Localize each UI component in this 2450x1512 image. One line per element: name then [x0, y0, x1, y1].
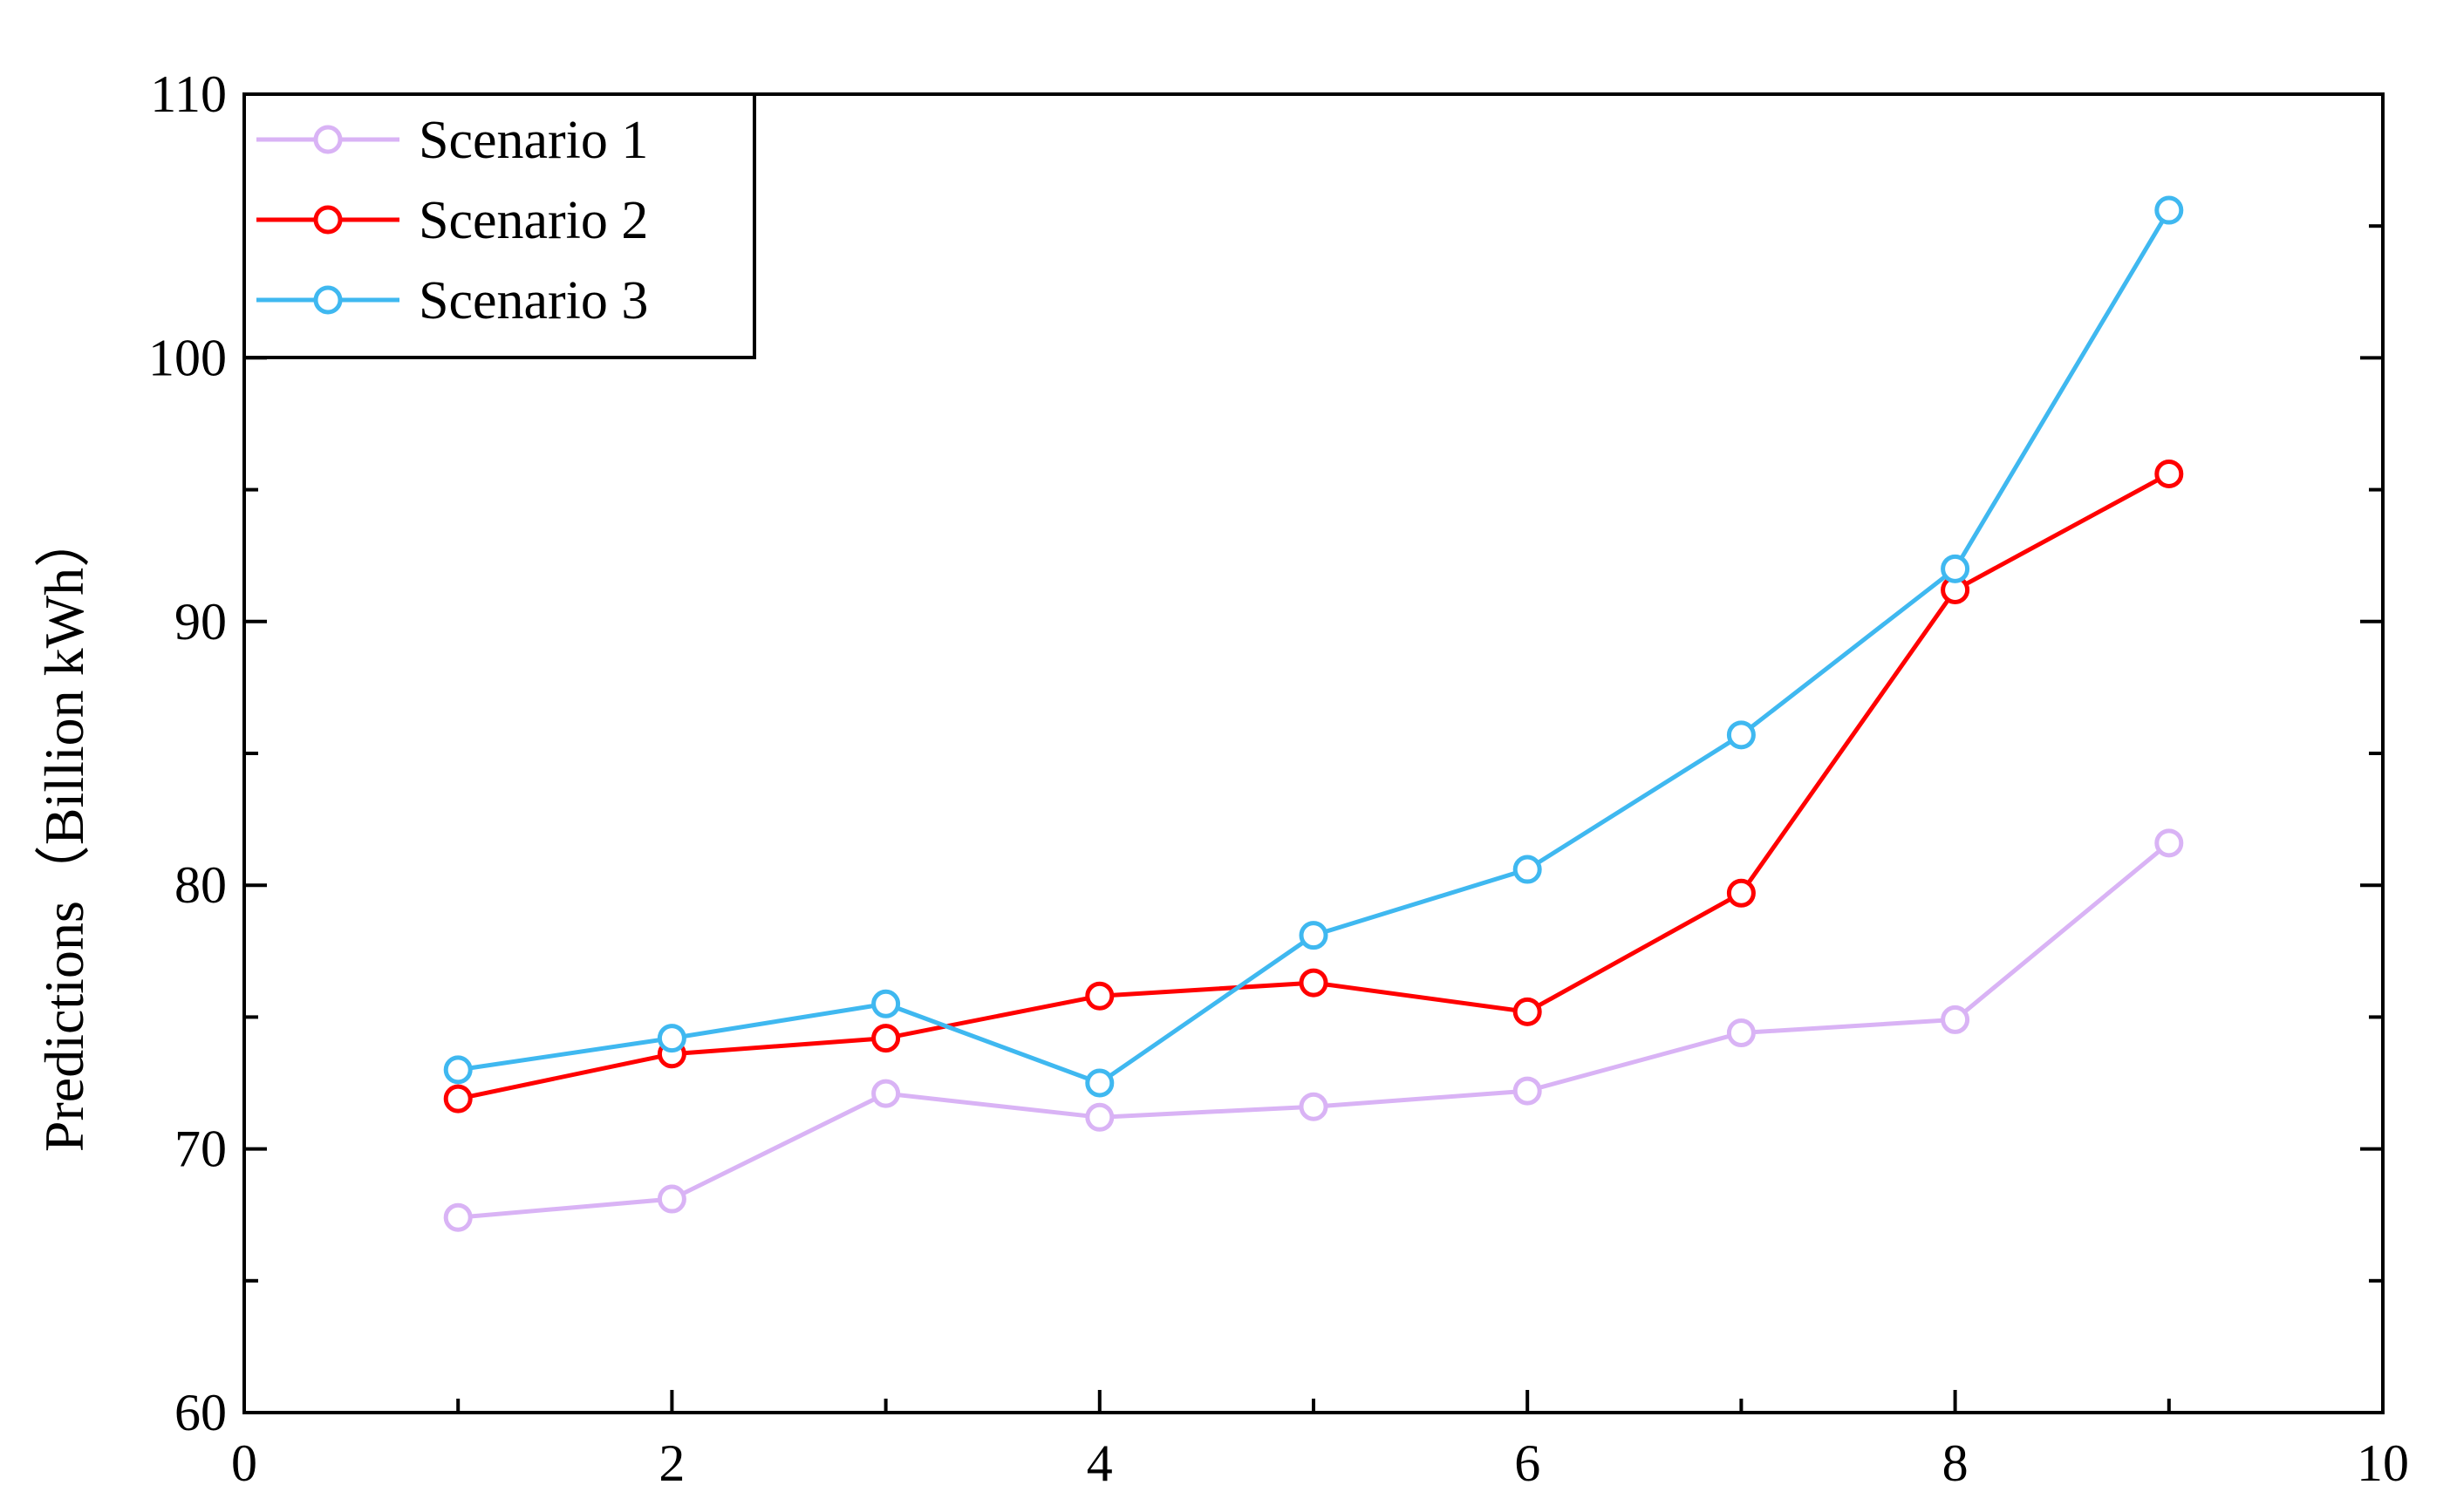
- data-point: [443, 1084, 473, 1114]
- y-tick-labels: 60 70 80 90 100 110: [148, 65, 227, 1441]
- data-point: [871, 1024, 901, 1053]
- data-point: [1726, 1018, 1756, 1048]
- data-point: [1299, 1092, 1328, 1121]
- series-1: [443, 828, 2184, 1232]
- data-point: [1726, 720, 1756, 750]
- data-point: [657, 1184, 686, 1214]
- data-point: [871, 989, 901, 1018]
- x-tick-labels: 0 2 4 6 8 10: [231, 1434, 2409, 1492]
- series-3: [443, 195, 2184, 1098]
- data-point: [443, 1202, 473, 1232]
- data-point: [2154, 828, 2184, 858]
- series-line: [457, 472, 2170, 1101]
- y-axis-label: Predictions（Billion kWh）: [33, 512, 95, 1152]
- data-point: [871, 1079, 901, 1108]
- x-tick-label: 10: [2357, 1434, 2409, 1492]
- data-point: [2154, 459, 2184, 488]
- data-point: [1085, 1068, 1115, 1098]
- legend-swatch-marker: [313, 125, 343, 154]
- data-point: [1941, 554, 1970, 583]
- series-layer: [443, 195, 2184, 1232]
- data-point: [1941, 1005, 1970, 1034]
- y-tick-label: 100: [148, 329, 227, 386]
- legend-item: Scenario 1: [256, 111, 648, 170]
- legend-swatch-marker: [313, 285, 343, 315]
- legend-swatch-marker: [313, 205, 343, 235]
- data-point: [2154, 195, 2184, 225]
- axis-ticks: [244, 224, 2383, 1413]
- legend-item: Scenario 2: [256, 191, 648, 250]
- data-point: [443, 1055, 473, 1085]
- data-point: [1512, 997, 1542, 1026]
- y-tick-label: 60: [174, 1384, 227, 1441]
- x-tick-label: 2: [659, 1434, 685, 1492]
- data-point: [1512, 1076, 1542, 1106]
- data-point: [1726, 878, 1756, 908]
- legend-label: Scenario 1: [419, 111, 648, 170]
- x-tick-label: 0: [231, 1434, 257, 1492]
- legend-label: Scenario 3: [419, 271, 648, 330]
- x-tick-label: 6: [1514, 1434, 1540, 1492]
- y-tick-label: 70: [174, 1120, 227, 1178]
- y-tick-label: 80: [174, 856, 227, 914]
- x-tick-label: 8: [1942, 1434, 1969, 1492]
- data-point: [1299, 921, 1328, 950]
- legend-label: Scenario 2: [419, 191, 648, 250]
- data-point: [1085, 981, 1115, 1011]
- legend: Scenario 1 Scenario 2 Scenario 3: [242, 92, 756, 359]
- y-tick-label: 110: [150, 65, 227, 123]
- legend-item: Scenario 3: [256, 271, 648, 330]
- data-point: [657, 1024, 686, 1053]
- data-point: [1085, 1102, 1115, 1132]
- series-2: [443, 459, 2184, 1114]
- data-point: [1512, 855, 1542, 884]
- y-tick-label: 90: [174, 593, 227, 650]
- data-point: [1299, 968, 1328, 998]
- x-tick-label: 4: [1087, 1434, 1113, 1492]
- plot-frame: [242, 92, 2385, 1414]
